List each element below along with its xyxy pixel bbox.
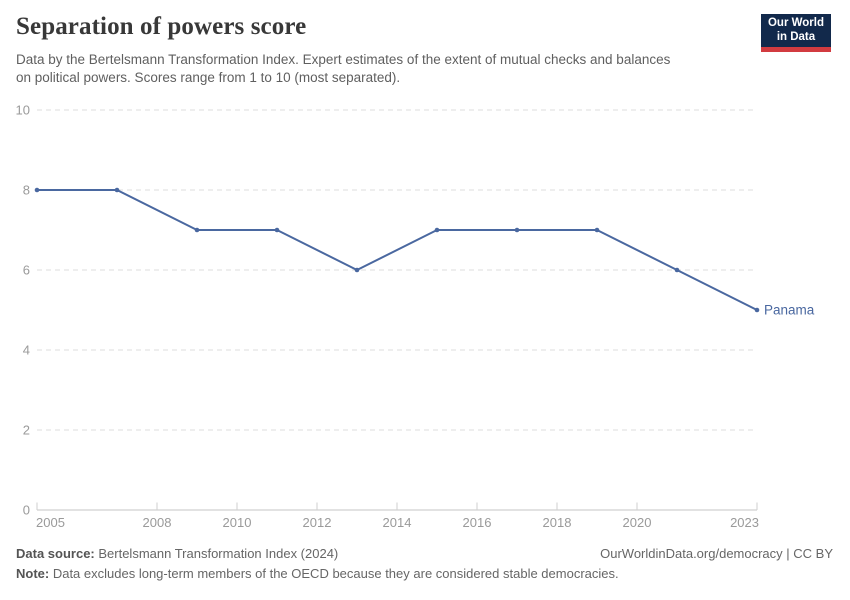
- data-point: [114, 187, 120, 193]
- owid-logo-line-2: in Data: [776, 30, 816, 43]
- y-tick-label: 0: [23, 503, 30, 518]
- x-tick-label: 2008: [143, 515, 172, 530]
- subtitle-line-1: Data by the Bertelsmann Transformation I…: [16, 52, 671, 67]
- y-tick-label: 4: [23, 343, 30, 358]
- y-tick-label: 2: [23, 423, 30, 438]
- y-tick-label: 6: [23, 263, 30, 278]
- x-tick-label: 2010: [223, 515, 252, 530]
- rights-text: OurWorldinData.org/democracy | CC BY: [600, 546, 833, 561]
- x-tick-label: 2012: [303, 515, 332, 530]
- data-point: [194, 227, 200, 233]
- data-source-value: Bertelsmann Transformation Index (2024): [94, 546, 339, 561]
- owid-logo-line-1: Our World: [767, 17, 824, 29]
- note-label: Note:: [16, 566, 50, 581]
- chart-subtitle: Data by the Bertelsmann Transformation I…: [16, 51, 670, 87]
- x-tick-label: 2014: [383, 515, 412, 530]
- data-source-label: Data source:: [16, 546, 95, 561]
- data-line: [36, 189, 758, 311]
- x-tick-label: 2023: [730, 515, 759, 530]
- note-text: Note: Data excludes long-term members of…: [16, 566, 619, 581]
- chart-footer: Data source: Bertelsmann Transformation …: [16, 546, 833, 581]
- data-source-text: Data source: Bertelsmann Transformation …: [16, 546, 338, 561]
- x-tick-label: 2016: [463, 515, 492, 530]
- data-point: [34, 187, 40, 193]
- data-point: [594, 227, 600, 233]
- owid-logo: Our World in Data: [760, 14, 831, 52]
- data-point: [354, 267, 360, 273]
- data-point: [434, 227, 440, 233]
- data-point: [514, 227, 520, 233]
- series-label: Panama: [764, 303, 815, 318]
- subtitle-line-2: on political powers. Scores range from 1…: [16, 70, 401, 85]
- data-point: [674, 267, 680, 273]
- page-title: Separation of powers score: [16, 13, 307, 40]
- x-tick-label: 2020: [623, 515, 652, 530]
- y-tick-label: 8: [23, 183, 30, 198]
- data-point: [754, 307, 760, 313]
- footer-row-note: Note: Data excludes long-term members of…: [16, 566, 833, 581]
- data-point: [274, 227, 280, 233]
- x-tick-label: 2018: [543, 515, 572, 530]
- footer-row-source: Data source: Bertelsmann Transformation …: [16, 546, 833, 561]
- x-tick-label: 2005: [36, 515, 65, 530]
- y-tick-label: 10: [16, 103, 30, 118]
- note-value: Data excludes long-term members of the O…: [49, 566, 619, 581]
